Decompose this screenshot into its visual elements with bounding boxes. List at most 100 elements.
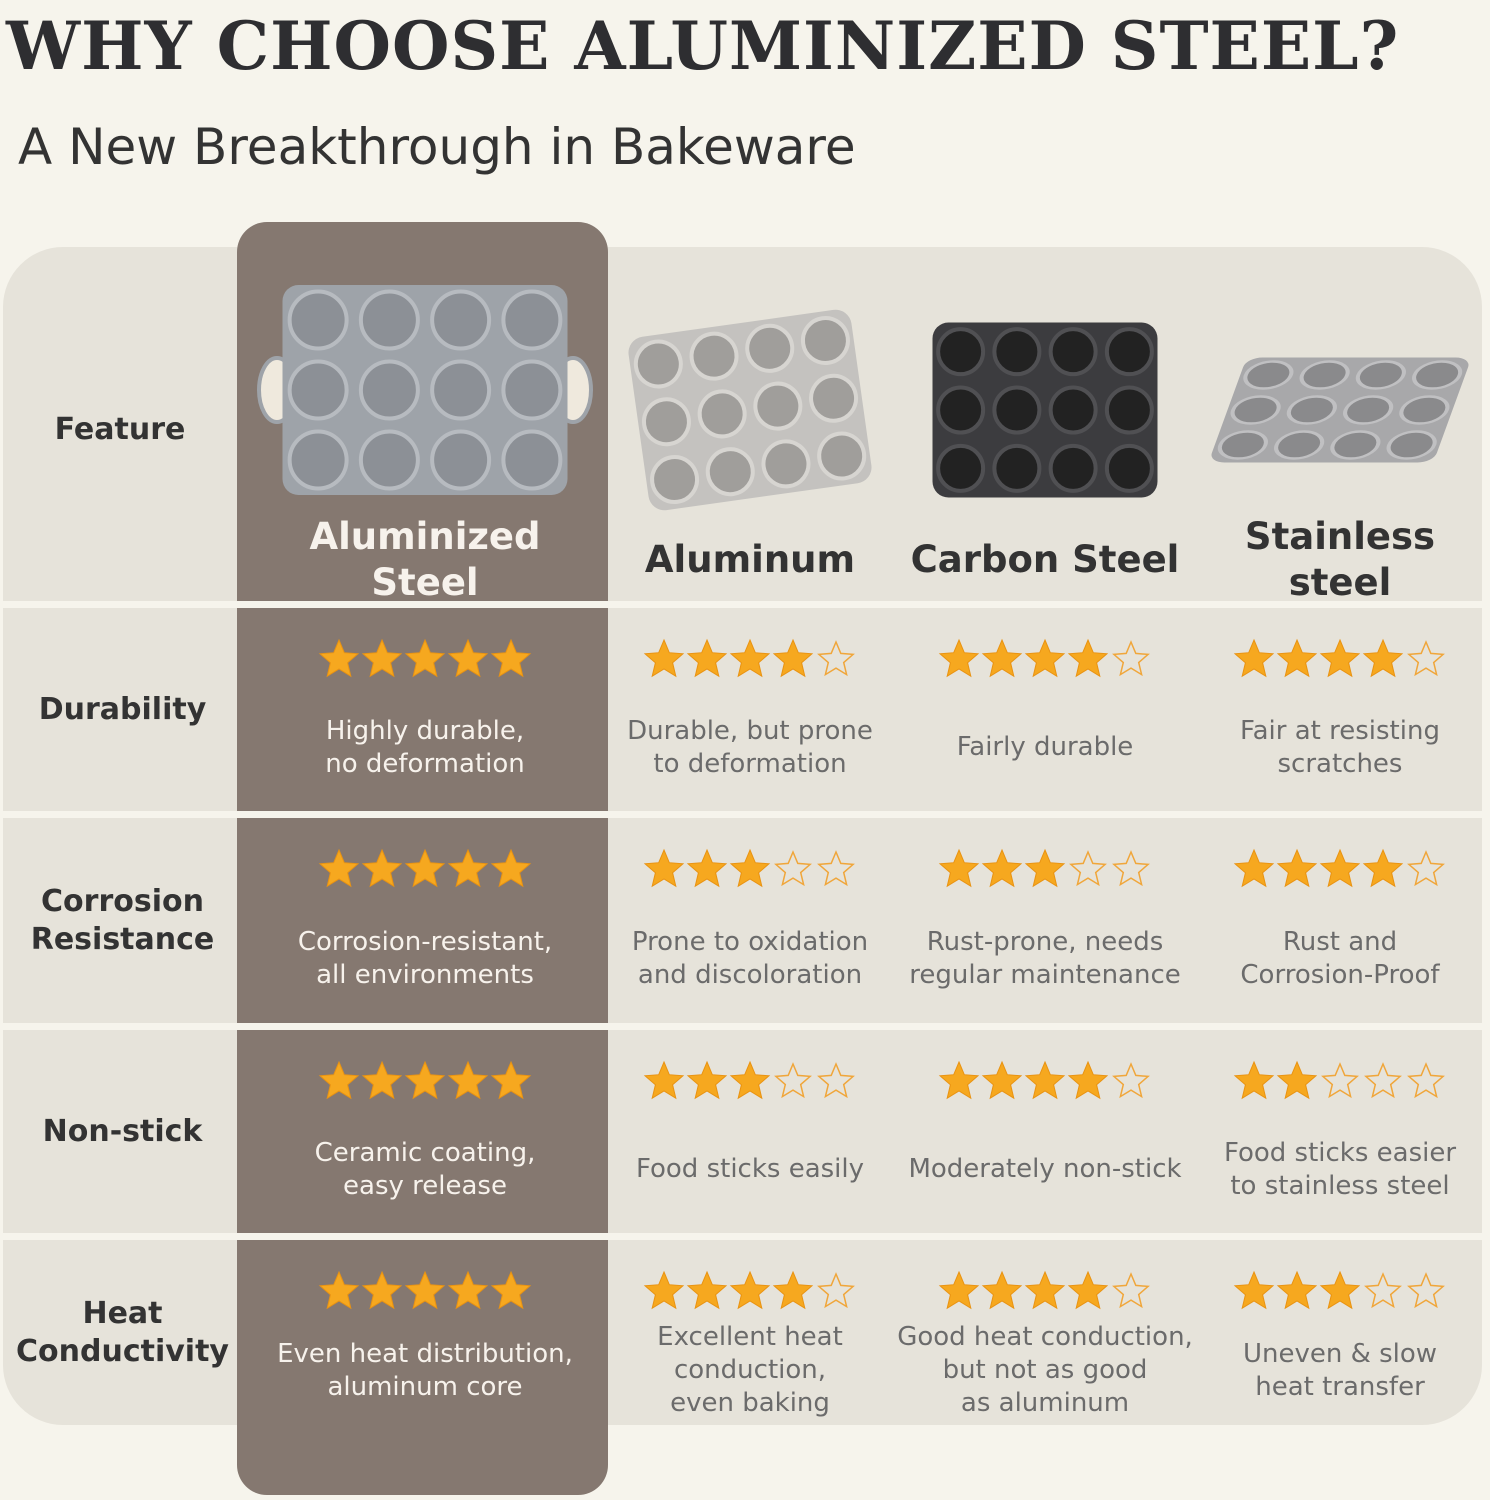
star-rating (938, 1060, 1150, 1100)
bakeware-image (932, 322, 1158, 498)
star-rating (643, 848, 855, 888)
star-empty (1407, 850, 1445, 887)
star-filled (1276, 638, 1318, 678)
pan-cup (800, 315, 850, 365)
star-empty (817, 850, 855, 887)
pan-body (932, 322, 1158, 498)
star-empty (1069, 850, 1107, 887)
pan-cup (501, 359, 563, 421)
star-filled (404, 848, 446, 888)
column-header: Aluminized Steel (309, 515, 541, 604)
star-filled (1233, 848, 1275, 888)
star-filled (361, 638, 403, 678)
star-rating (318, 638, 532, 678)
feature-label: Corrosion Resistance (30, 883, 215, 957)
pan-cup (287, 359, 349, 421)
cell-description: Ceramic coating, easy release (314, 1137, 536, 1201)
pan-cup (1343, 395, 1394, 425)
star-filled (361, 1270, 403, 1310)
star-filled (1362, 848, 1404, 888)
pan-cup (992, 443, 1042, 493)
star-filled (1024, 638, 1066, 678)
star-filled (938, 1270, 980, 1310)
pan-cup (1104, 327, 1154, 377)
pan-cup (936, 327, 986, 377)
star-filled (404, 638, 446, 678)
star-filled (1319, 638, 1361, 678)
star-empty (817, 1062, 855, 1099)
star-empty (817, 1272, 855, 1309)
star-filled (772, 1270, 814, 1310)
cell-description: Rust and Corrosion-Proof (1240, 926, 1440, 990)
pan-cup (1286, 395, 1337, 425)
star-empty (817, 640, 855, 677)
star-rating (1233, 848, 1445, 888)
pan-cup (1386, 430, 1437, 460)
star-empty (1407, 1062, 1445, 1099)
star-filled (1319, 848, 1361, 888)
star-empty (1112, 1272, 1150, 1309)
star-filled (729, 1270, 771, 1310)
star-filled (981, 1060, 1023, 1100)
cell-description: Fair at resisting scratches (1240, 715, 1440, 779)
pan-cup (936, 443, 986, 493)
star-filled (1024, 1060, 1066, 1100)
star-rating (1233, 1270, 1445, 1310)
star-filled (1024, 1270, 1066, 1310)
pan-cup (501, 289, 563, 351)
star-rating (318, 1060, 532, 1100)
star-filled (447, 1060, 489, 1100)
star-filled (1276, 848, 1318, 888)
star-filled (361, 1060, 403, 1100)
star-empty (1407, 1272, 1445, 1309)
cell-description: Corrosion-resistant, all environments (297, 926, 553, 990)
star-filled (981, 1270, 1023, 1310)
pan-cup (430, 429, 492, 491)
star-rating (938, 638, 1150, 678)
row-separator (3, 601, 1482, 608)
pan-cup (1217, 430, 1268, 460)
star-filled (1233, 1060, 1275, 1100)
pan-cup (287, 289, 349, 351)
cell-description: Uneven & slow heat transfer (1242, 1338, 1438, 1402)
pan-cup (1299, 360, 1350, 390)
star-filled (490, 848, 532, 888)
cell-description: Fairly durable (956, 732, 1134, 762)
star-rating (938, 848, 1150, 888)
star-filled (938, 848, 980, 888)
bakeware-image (257, 285, 593, 495)
star-filled (490, 1270, 532, 1310)
title: WHY CHOOSE ALUMINIZED STEEL? (6, 7, 1400, 85)
star-rating (1233, 1060, 1445, 1100)
column-header: Aluminum (644, 538, 856, 581)
pan-cup (358, 359, 420, 421)
star-filled (361, 848, 403, 888)
star-filled (1276, 1270, 1318, 1310)
star-rating (318, 1270, 532, 1310)
star-empty (774, 850, 812, 887)
bakeware-image (628, 309, 872, 511)
pan-cup (1048, 327, 1098, 377)
pan-cup (1104, 443, 1154, 493)
column-header: Carbon Steel (910, 538, 1180, 581)
star-filled (686, 638, 728, 678)
row-separators (3, 601, 1482, 1240)
pan-cup (1243, 360, 1294, 390)
star-empty (1364, 1062, 1402, 1099)
feature-label: Non-stick (42, 1113, 203, 1149)
star-filled (938, 1060, 980, 1100)
star-empty (1407, 640, 1445, 677)
star-rating (1233, 638, 1445, 678)
cell-description: Food sticks easier to stainless steel (1223, 1137, 1457, 1201)
star-filled (643, 1060, 685, 1100)
cell-description: Highly durable, no deformation (325, 715, 525, 779)
pan-cup (1048, 385, 1098, 435)
star-filled (729, 638, 771, 678)
star-filled (1276, 1060, 1318, 1100)
feature-label: Heat Conductivity (16, 1295, 229, 1369)
pan-cup (809, 373, 859, 423)
star-filled (643, 638, 685, 678)
pan-cup (641, 397, 691, 447)
star-rating (643, 1060, 855, 1100)
